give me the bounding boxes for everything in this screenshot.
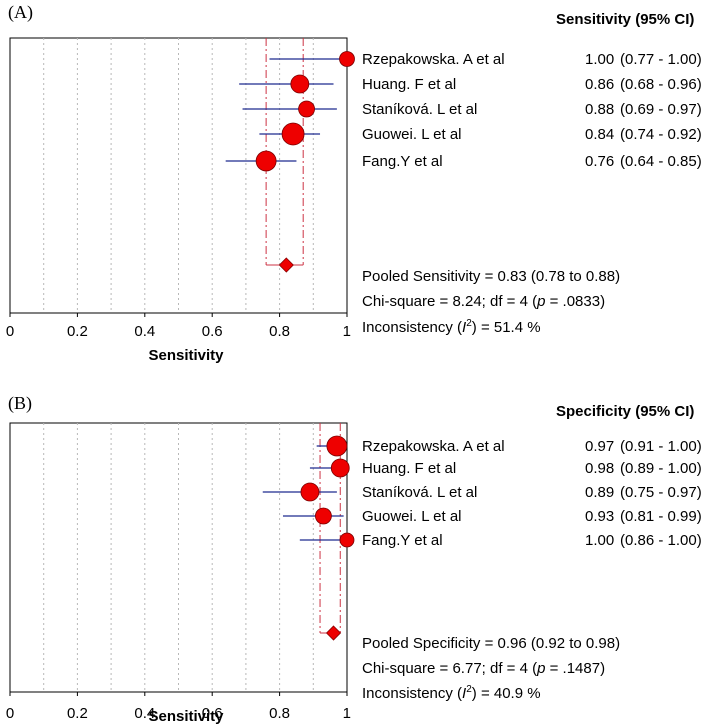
x-tick-label: 0.2 — [67, 705, 88, 722]
chi-square-suffix: = .0833) — [545, 293, 605, 310]
study-point — [281, 122, 305, 146]
inconsistency-text: Inconsistency (I2) = 51.4 % — [362, 318, 541, 336]
x-tick-label: 0 — [6, 323, 14, 340]
pooled-summary-text: Pooled Specificity = 0.96 (0.92 to 0.98) — [362, 635, 620, 652]
study-label: Guowei. L et al — [362, 508, 462, 525]
study-ci-value: (0.75 - 0.97) — [620, 484, 702, 501]
study-label: Staníková. L et al — [362, 101, 477, 118]
study-label: Huang. F et al — [362, 76, 456, 93]
chi-square-suffix: = .1487) — [545, 660, 605, 677]
x-tick-label: 0.4 — [134, 323, 155, 340]
x-tick-label: 0.6 — [202, 323, 223, 340]
chi-square-text: Chi-square = 6.77; df = 4 (p = .1487) — [362, 660, 605, 677]
study-estimate-value: 1.00 — [585, 532, 614, 549]
i-squared-superscript: 2 — [466, 318, 472, 329]
chi-square-prefix: Chi-square = 8.24; df = 4 ( — [362, 293, 537, 310]
chi-square-prefix: Chi-square = 6.77; df = 4 ( — [362, 660, 537, 677]
study-estimate-value: 0.97 — [585, 438, 614, 455]
chi-square-text: Chi-square = 8.24; df = 4 (p = .0833) — [362, 293, 605, 310]
study-ci-value: (0.68 - 0.96) — [620, 76, 702, 93]
x-tick-label: 0.6 — [202, 705, 223, 722]
x-tick-label: 0.4 — [134, 705, 155, 722]
study-point — [290, 74, 310, 94]
study-ci-value: (0.81 - 0.99) — [620, 508, 702, 525]
forest-panel-b: (B) Specificity (95% CI) Rzepakowska. A et… — [6, 393, 702, 725]
study-point — [339, 532, 355, 548]
study-point — [326, 435, 348, 457]
study-ci-value: (0.77 - 1.00) — [620, 51, 702, 68]
study-ci-value: (0.69 - 0.97) — [620, 101, 702, 118]
i-symbol: I — [462, 685, 466, 702]
study-label: Huang. F et al — [362, 460, 456, 477]
inconsistency-text: Inconsistency (I2) = 40.9 % — [362, 684, 541, 702]
study-point — [330, 458, 350, 478]
inconsistency-suffix: ) = 40.9 % — [472, 685, 541, 702]
study-label: Guowei. L et al — [362, 126, 462, 143]
p-symbol: p — [536, 293, 545, 310]
panel-label: (B) — [8, 393, 32, 414]
study-label: Rzepakowska. A et al — [362, 438, 505, 455]
x-tick-label: 0.8 — [269, 705, 290, 722]
forest-panel-a: (A) Sensitivity (95% CI) Rzepakowska. A et… — [6, 2, 702, 364]
study-estimate-value: 0.89 — [585, 484, 614, 501]
study-ci-value: (0.74 - 0.92) — [620, 126, 702, 143]
study-estimate-value: 0.86 — [585, 76, 614, 93]
plot-frame — [9, 422, 348, 693]
study-label: Rzepakowska. A et al — [362, 51, 505, 68]
i-squared-superscript: 2 — [466, 684, 472, 695]
pooled-estimate-diamond — [325, 625, 342, 641]
study-estimate-value: 0.88 — [585, 101, 614, 118]
pooled-estimate-diamond — [278, 257, 294, 273]
x-tick-label: 1 — [343, 323, 351, 340]
study-point — [339, 51, 355, 67]
column-header: Sensitivity (95% CI) — [556, 11, 694, 28]
pooled-summary-text: Pooled Sensitivity = 0.83 (0.78 to 0.88) — [362, 268, 620, 285]
study-ci-value: (0.89 - 1.00) — [620, 460, 702, 477]
study-point — [298, 100, 315, 118]
study-ci-value: (0.91 - 1.00) — [620, 438, 702, 455]
panel-label: (A) — [8, 2, 33, 23]
inconsistency-prefix: Inconsistency ( — [362, 685, 462, 702]
study-estimate-value: 0.98 — [585, 460, 614, 477]
study-point — [315, 507, 332, 525]
column-header: Specificity (95% CI) — [556, 403, 694, 420]
x-axis-title: Sensitivity — [148, 347, 224, 364]
study-estimate-value: 0.84 — [585, 126, 614, 143]
x-tick-label: 0.2 — [67, 323, 88, 340]
study-estimate-value: 0.76 — [585, 153, 614, 170]
study-ci-value: (0.86 - 1.00) — [620, 532, 702, 549]
study-point — [300, 482, 320, 502]
i-symbol: I — [462, 319, 466, 336]
study-estimate-value: 1.00 — [585, 51, 614, 68]
inconsistency-suffix: ) = 51.4 % — [472, 319, 541, 336]
inconsistency-prefix: Inconsistency ( — [362, 319, 462, 336]
x-tick-label: 0 — [6, 705, 14, 722]
x-axis-title: Sensitivity — [148, 708, 224, 725]
study-label: Staníková. L et al — [362, 484, 477, 501]
x-tick-label: 1 — [343, 705, 351, 722]
study-label: Fang.Y et al — [362, 153, 443, 170]
study-point — [255, 150, 277, 172]
study-ci-value: (0.64 - 0.85) — [620, 153, 702, 170]
x-tick-label: 0.8 — [269, 323, 290, 340]
p-symbol: p — [536, 660, 545, 677]
study-estimate-value: 0.93 — [585, 508, 614, 525]
study-label: Fang.Y et al — [362, 532, 443, 549]
